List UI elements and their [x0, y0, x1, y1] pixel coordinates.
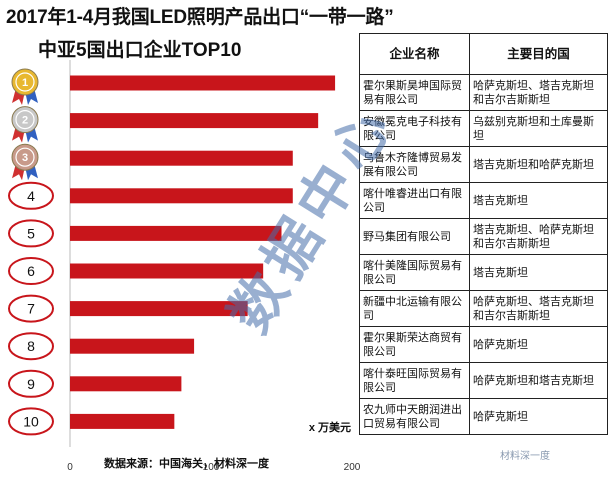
rank-label: 8: [27, 338, 35, 354]
bar: [70, 75, 336, 91]
table-row: 农九师中天朗润进出口贸易有限公司 哈萨克斯坦: [359, 398, 608, 435]
destination-cell: 哈萨克斯坦: [469, 326, 608, 363]
brand-mark: 材料深一度: [500, 451, 550, 462]
bar: [70, 113, 319, 129]
rank-label: 4: [27, 188, 35, 204]
destination-cell: 塔吉克斯坦、哈萨克斯坦和吉尔吉斯斯坦: [469, 218, 608, 255]
chart-title-line1: 2017年1-4月我国LED照明产品出口“一带一路”: [6, 7, 394, 28]
unit-label: x 万美元: [309, 420, 351, 434]
destination-cell: 塔吉克斯坦: [469, 182, 608, 219]
rank-label: 7: [27, 301, 35, 317]
header-destination: 主要目的国: [469, 33, 608, 75]
rank-label: 3: [22, 152, 28, 164]
destination-cell: 塔吉克斯坦和哈萨克斯坦: [469, 146, 608, 183]
table-row: 喀什唯睿进出口有限公司 塔吉克斯坦: [359, 182, 608, 219]
rank-label: 9: [27, 376, 35, 392]
rank-circle: [8, 257, 54, 285]
bar: [70, 338, 195, 354]
bar: [70, 188, 293, 204]
x-tick-label: 200: [344, 462, 360, 473]
company-name-cell: 安徽冕克电子科技有限公司: [359, 110, 470, 147]
destination-cell: 塔吉克斯坦: [469, 254, 608, 291]
bar: [70, 376, 182, 392]
company-name-cell: 霍尔果斯昊坤国际贸易有限公司: [359, 74, 470, 111]
table-row: 喀什泰旺国际贸易有限公司 哈萨克斯坦和塔吉克斯坦: [359, 362, 608, 399]
destination-cell: 哈萨克斯坦、塔吉克斯坦和吉尔吉斯斯坦: [469, 290, 608, 327]
bar: [70, 150, 293, 166]
x-tick-label: 0: [67, 462, 73, 473]
company-name-cell: 野马集团有限公司: [359, 218, 470, 255]
company-table: 企业名称 主要目的国 霍尔果斯昊坤国际贸易有限公司 哈萨克斯坦、塔吉克斯坦和吉尔吉…: [359, 33, 608, 435]
company-name-cell: 喀什美隆国际贸易有限公司: [359, 254, 470, 291]
destination-cell: 乌兹别克斯坦和土库曼斯坦: [469, 110, 608, 147]
rank-circle: [8, 219, 54, 248]
medal-inner-ring: [15, 109, 35, 130]
rank-circle: [8, 332, 54, 361]
rank-label: 2: [22, 115, 28, 127]
table-row: 霍尔果斯荣达商贸有限公司 哈萨克斯坦: [359, 326, 608, 363]
rank-label: 6: [27, 263, 35, 279]
destination-cell: 哈萨克斯坦、塔吉克斯坦和吉尔吉斯斯坦: [469, 74, 608, 111]
rank-circle: [8, 181, 54, 210]
bar: [70, 263, 264, 279]
destination-cell: 哈萨克斯坦: [469, 398, 608, 435]
company-name-cell: 乌鲁木齐隆博贸易发展有限公司: [359, 146, 470, 183]
bar: [70, 301, 248, 317]
company-name-cell: 农九师中天朗润进出口贸易有限公司: [359, 398, 470, 435]
rank-label: 10: [23, 413, 39, 429]
bar: [70, 225, 282, 241]
header-company: 企业名称: [359, 33, 470, 75]
destination-cell: 哈萨克斯坦和塔吉克斯坦: [469, 362, 608, 399]
rank-circle: [8, 294, 54, 323]
rank-circle: [8, 407, 54, 436]
company-name-cell: 霍尔果斯荣达商贸有限公司: [359, 326, 470, 363]
medal-inner-ring: [15, 147, 35, 167]
rank-label: 5: [27, 225, 35, 241]
rank-label: 1: [22, 77, 28, 89]
company-name-cell: 喀什唯睿进出口有限公司: [359, 182, 470, 219]
source-note: 数据来源：中国海关，材料深一度: [104, 458, 269, 470]
company-name-cell: 喀什泰旺国际贸易有限公司: [359, 362, 470, 399]
chart-title-line2: 中亚5国出口企业TOP10: [38, 40, 242, 61]
table-row: 野马集团有限公司 塔吉克斯坦、哈萨克斯坦和吉尔吉斯斯坦: [359, 218, 608, 255]
rank-circle: [8, 369, 54, 398]
table-row: 霍尔果斯昊坤国际贸易有限公司 哈萨克斯坦、塔吉克斯坦和吉尔吉斯斯坦: [359, 74, 608, 111]
medal-inner-ring: [15, 72, 35, 92]
table-row: 安徽冕克电子科技有限公司 乌兹别克斯坦和土库曼斯坦: [359, 110, 608, 147]
table-row: 喀什美隆国际贸易有限公司 塔吉克斯坦: [359, 254, 608, 291]
table-row: 新疆中北运输有限公司 哈萨克斯坦、塔吉克斯坦和吉尔吉斯斯坦: [359, 290, 608, 327]
bar: [70, 413, 175, 429]
table-header-row: 企业名称 主要目的国: [359, 33, 608, 75]
company-name-cell: 新疆中北运输有限公司: [359, 290, 470, 327]
table-row: 乌鲁木齐隆博贸易发展有限公司 塔吉克斯坦和哈萨克斯坦: [359, 146, 608, 183]
x-tick-label: 100: [203, 462, 220, 473]
